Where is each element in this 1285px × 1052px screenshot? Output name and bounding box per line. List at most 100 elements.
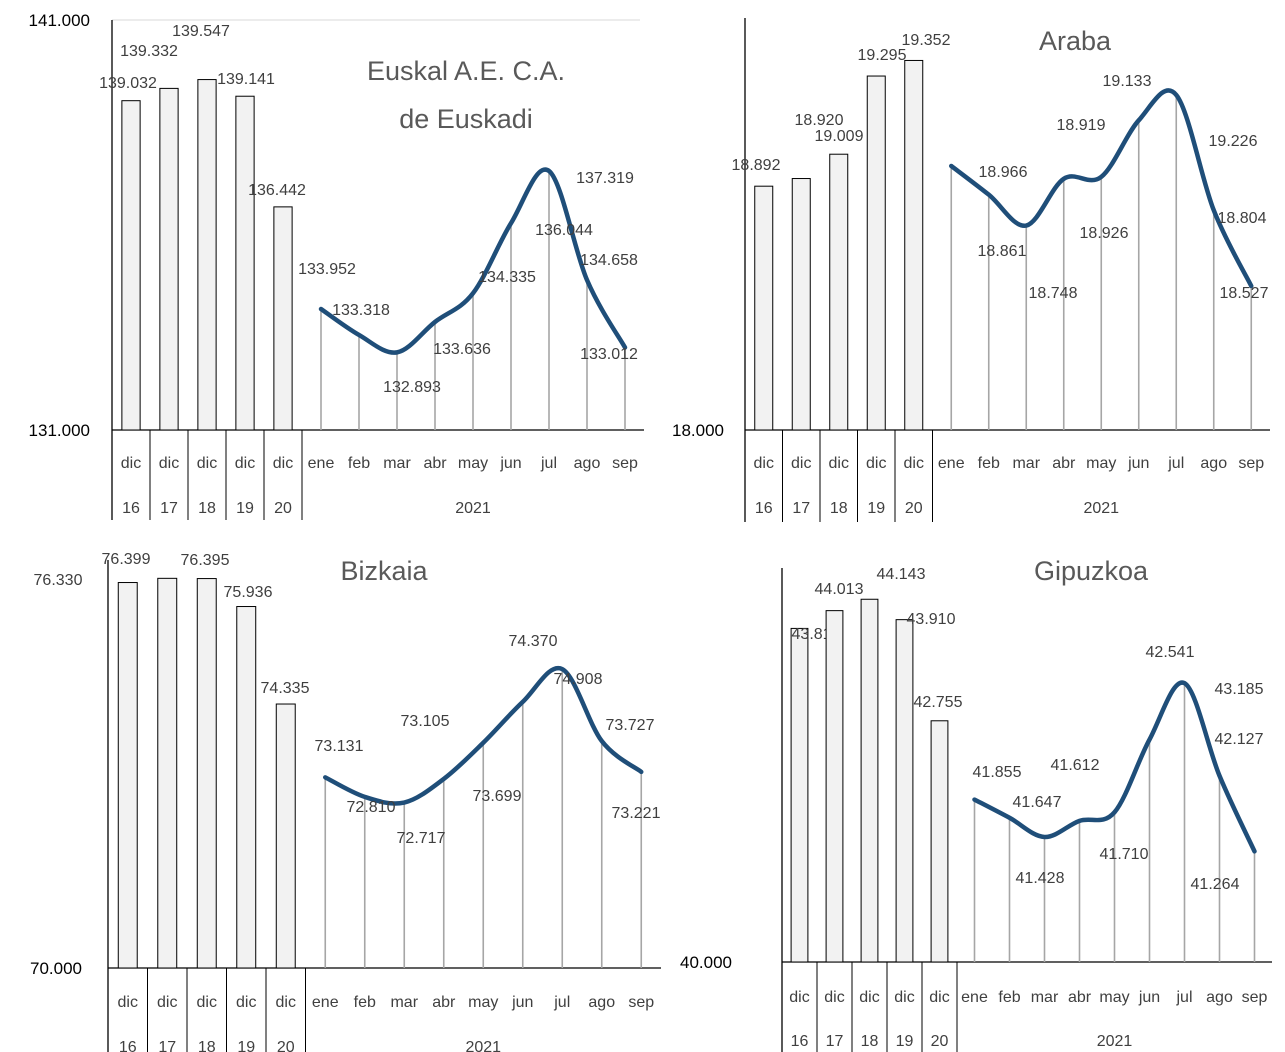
x-year-group-label: 2021 [455,500,491,517]
x-year-group-label: 2021 [465,1039,501,1052]
bar-value-label: 139.032 [99,75,157,92]
line-value-label: 42.541 [1146,644,1195,661]
bar-value-label: 19.295 [858,47,907,64]
line-value-label: 73.105 [401,713,450,730]
line-value-label: 41.647 [1013,794,1062,811]
line-value-label: 18.527 [1220,285,1269,302]
x-month-label: may [1099,989,1129,1006]
line-value-label: 73.131 [315,738,364,755]
x-month-label: mar [1012,455,1040,472]
line-value-label: 18.748 [1029,285,1078,302]
x-category-label: dic [235,455,255,472]
x-month-label: feb [978,455,1000,472]
chart-title: Gipuzkoa [1034,556,1149,586]
line-value-label: 18.966 [979,164,1028,181]
y-tick-label: 131.000 [29,421,90,440]
line-value-label: 19.226 [1209,133,1258,150]
chart-panel-4: 40.00043.810dic1644.013dic1744.143dic184… [680,556,1272,1052]
x-month-label: sep [612,455,638,472]
x-category-sublabel: 20 [277,1039,295,1052]
line-value-label: 42.127 [1215,731,1264,748]
x-category-label: dic [789,989,809,1006]
line-value-label: 18.926 [1080,225,1129,242]
x-month-label: feb [348,455,370,472]
bar-value-label: 76.330 [34,572,83,589]
x-month-label: sep [1242,989,1268,1006]
line-value-label: 41.428 [1016,870,1065,887]
chart-title: de Euskadi [399,104,533,134]
x-category-sublabel: 16 [119,1039,137,1052]
x-category-sublabel: 19 [237,1039,255,1052]
x-month-label: ago [1200,455,1227,472]
x-category-sublabel: 19 [236,500,254,517]
line-series-2021 [318,167,628,355]
x-month-label: feb [998,989,1020,1006]
line-value-label: 41.855 [973,764,1022,781]
bar-dic-17 [825,610,844,963]
x-category-label: dic [159,455,179,472]
bar-dic-19 [866,75,886,431]
bar-value-label: 18.892 [732,157,781,174]
bar-dic-19 [235,95,255,431]
x-category-sublabel: 19 [896,1033,914,1050]
line-value-label: 73.221 [612,805,661,822]
bar-dic-17 [157,577,178,969]
x-month-label: jul [553,994,570,1011]
line-value-label: 41.710 [1100,846,1149,863]
y-tick-label: 141.000 [29,11,90,30]
bar-value-label: 44.143 [877,566,926,583]
x-month-label: ene [312,994,339,1011]
x-month-label: jun [1138,989,1160,1006]
chart-panel-2: 18.000 18.892 dic 16 18.920 dic 17 19.009 dic 18 1… [672,18,1270,522]
x-month-label: ene [938,455,965,472]
x-category-sublabel: 18 [830,500,848,517]
line-value-label: 133.318 [332,302,390,319]
line-value-label: 43.185 [1215,681,1264,698]
x-category-label: dic [929,989,949,1006]
bar-value-label: 44.013 [815,581,864,598]
x-category-label: dic [118,994,138,1011]
x-category-sublabel: 16 [755,500,773,517]
bar-dic-18 [197,79,217,431]
line-value-label: 41.612 [1051,757,1100,774]
x-month-label: jul [1167,455,1184,472]
x-month-label: sep [628,994,654,1011]
x-month-label: ago [574,455,601,472]
x-category-sublabel: 18 [198,1039,216,1052]
line-value-label: 134.335 [478,269,536,286]
line-value-label: 18.919 [1057,117,1106,134]
x-category-sublabel: 16 [791,1033,809,1050]
x-month-label: abr [1068,989,1092,1006]
x-category-sublabel: 17 [160,500,178,517]
x-category-sublabel: 16 [122,500,140,517]
x-month-label: sep [1238,455,1264,472]
line-series-2021 [949,88,1254,289]
x-category-label: dic [157,994,177,1011]
chart-panel-1: 141.000 131.000 139.032 dic 16 139.332 dic 17 13… [29,11,644,520]
bar-dic-16 [117,582,138,969]
bar-dic-19 [895,619,914,963]
line-value-label: 136.044 [535,222,593,239]
x-category-label: dic [894,989,914,1006]
x-category-sublabel: 20 [931,1033,949,1050]
x-month-label: jun [499,455,521,472]
x-category-label: dic [824,989,844,1006]
line-value-label: 18.804 [1218,210,1267,227]
x-year-group-label: 2021 [1083,500,1119,517]
x-category-sublabel: 20 [905,500,923,517]
chart-panel-3: 70.000 76.330 dic 16 76.399 dic 17 76.395 dic 18 7… [30,551,661,1052]
x-month-label: may [1086,455,1116,472]
x-category-sublabel: 17 [826,1033,844,1050]
bar-value-label: 18.920 [795,112,844,129]
x-category-label: dic [236,994,256,1011]
bar-value-label: 76.395 [181,552,230,569]
x-month-label: may [458,455,488,472]
bar-dic-18 [196,578,217,969]
x-year-group-label: 2021 [1097,1033,1133,1050]
x-month-label: ago [1206,989,1233,1006]
x-month-label: ago [588,994,615,1011]
x-month-label: abr [432,994,456,1011]
bar-dic-20 [273,206,293,431]
bar-value-label: 139.332 [120,43,178,60]
